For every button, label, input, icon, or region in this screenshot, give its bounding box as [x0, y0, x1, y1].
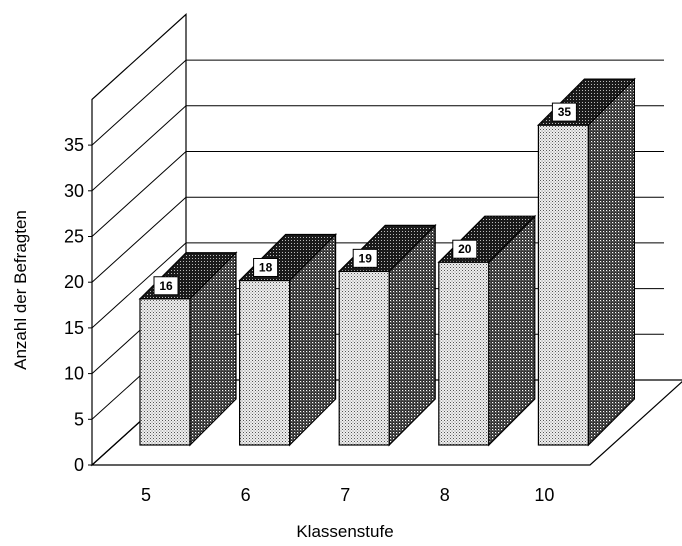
data-label: 16 — [159, 279, 173, 293]
x-tick-label: 6 — [241, 485, 251, 505]
data-label: 35 — [558, 105, 572, 119]
y-tick-label: 10 — [64, 364, 84, 384]
y-tick-label: 20 — [64, 272, 84, 292]
y-tick-label: 0 — [74, 455, 84, 475]
bar-side — [588, 79, 634, 445]
data-label: 18 — [259, 260, 273, 274]
bar-front — [240, 280, 290, 445]
y-tick-label: 35 — [64, 135, 84, 155]
bar-front — [140, 299, 190, 445]
y-tick-label: 15 — [64, 318, 84, 338]
x-axis-ticks: 5 6 7 8 10 — [141, 485, 554, 505]
data-label: 19 — [359, 251, 373, 265]
gridline-side — [92, 152, 186, 237]
x-tick-label: 7 — [340, 485, 350, 505]
x-axis-title: Klassenstufe — [296, 522, 393, 541]
gridline-side — [92, 60, 186, 145]
x-tick-label: 5 — [141, 485, 151, 505]
y-tick-label: 25 — [64, 227, 84, 247]
y-tick-label: 30 — [64, 181, 84, 201]
y-axis-ticks: 0 5 10 15 20 25 30 35 — [64, 135, 92, 475]
gridline-side — [92, 106, 186, 191]
data-label: 20 — [458, 242, 472, 256]
x-tick-label: 8 — [440, 485, 450, 505]
x-tick-label: 10 — [534, 485, 554, 505]
bar-front — [339, 271, 389, 445]
bar-front — [439, 262, 489, 445]
bar-front — [538, 125, 588, 445]
bars: 16 18 19 20 35 — [140, 79, 634, 445]
y-axis-title: Anzahl der Befragten — [11, 210, 30, 370]
y-tick-label: 5 — [74, 409, 84, 429]
